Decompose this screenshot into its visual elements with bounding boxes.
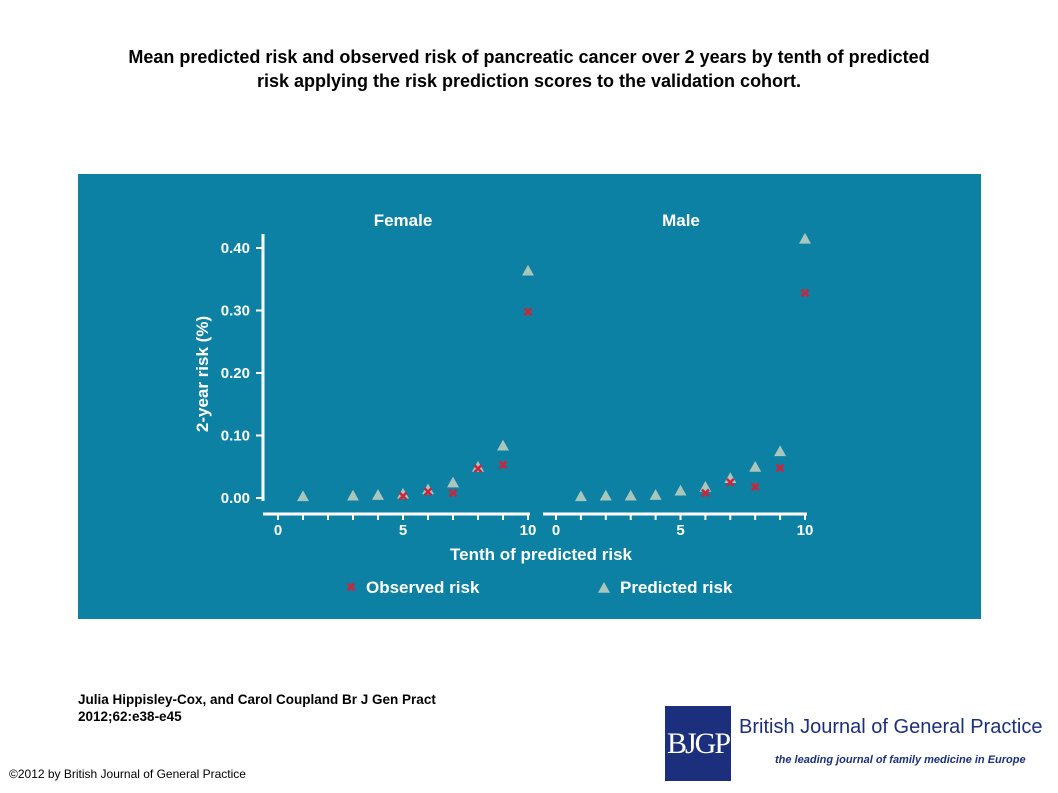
x-tick-label-male: 10 (797, 522, 814, 539)
predicted-point-male (674, 484, 687, 496)
legend-predicted-label: Predicted risk (620, 578, 733, 597)
x-tick-label-male: 0 (552, 522, 560, 539)
observed-point-female (523, 307, 533, 317)
observed-point-male (725, 477, 735, 487)
legend-observed-label: Observed risk (366, 578, 480, 597)
x-tick-label-female: 0 (274, 522, 282, 539)
panel-title-male: Male (662, 211, 700, 230)
predicted-point-female (347, 489, 359, 501)
predicted-point-female (497, 439, 509, 451)
predicted-point-female (422, 483, 434, 495)
observed-point-female (473, 464, 483, 474)
y-tick-label: 0.40 (221, 240, 250, 257)
predicted-point-male (649, 489, 662, 500)
copyright-notice: ©2012 by British Journal of General Prac… (9, 767, 246, 781)
predicted-point-female (397, 487, 409, 499)
legend-observed-marker (346, 582, 356, 592)
predicted-point-male (574, 490, 587, 502)
y-tick-label: 0.30 (221, 303, 250, 320)
journal-name: British Journal of General Practice (739, 716, 1043, 738)
risk-chart: 0.00 0.10 0.20 0.30 0.40 2-year risk (%) Tenth… (193, 211, 814, 597)
observed-point-female (398, 491, 408, 501)
observed-point-male (750, 482, 760, 492)
predicted-point-male (799, 232, 811, 244)
predicted-point-female (447, 476, 459, 488)
y-tick-label: 0.00 (221, 490, 250, 507)
page-title: Mean predicted risk and observed risk of… (40, 45, 1018, 93)
predicted-point-female (522, 264, 534, 276)
x-axis-label: Tenth of predicted risk (450, 545, 633, 564)
journal-tagline: the leading journal of family medicine i… (775, 754, 1026, 766)
citation-authors: Julia Hippisley-Cox, and Carol Coupland … (78, 692, 436, 707)
citation: Julia Hippisley-Cox, and Carol Coupland … (78, 691, 538, 725)
y-axis-label: 2-year risk (%) (193, 316, 212, 432)
predicted-point-male (624, 489, 637, 501)
predicted-point-female (297, 490, 309, 502)
observed-point-male (800, 288, 810, 298)
predicted-point-male (774, 445, 787, 457)
y-tick-label: 0.20 (221, 365, 250, 382)
predicted-point-male (599, 489, 612, 501)
observed-point-female (423, 487, 433, 497)
journal-logo: BJGP British Journal of General Practice… (665, 706, 1042, 781)
x-tick-label-female: 10 (520, 522, 537, 539)
predicted-point-female (472, 461, 484, 472)
citation-reference: 2012;62:e38-e45 (78, 709, 182, 724)
observed-point-female (448, 488, 458, 498)
predicted-point-male (749, 461, 762, 472)
title-line-1: Mean predicted risk and observed risk of… (128, 47, 930, 67)
x-tick-label-male: 5 (676, 522, 684, 539)
legend-predicted-marker (598, 582, 610, 593)
panel-title-female: Female (374, 211, 433, 230)
x-tick-label-female: 5 (399, 522, 407, 539)
observed-point-male (701, 488, 710, 498)
bjgp-logo-mark: BJGP (665, 706, 731, 781)
observed-point-male (775, 463, 785, 473)
observed-point-female (498, 460, 508, 470)
chart-panel: 0.00 0.10 0.20 0.30 0.40 2-year risk (%) Tenth… (78, 174, 981, 619)
predicted-point-male (699, 481, 712, 492)
title-line-2: risk applying the risk prediction scores… (256, 71, 802, 91)
predicted-point-female (372, 489, 384, 500)
y-tick-label: 0.10 (221, 428, 250, 445)
